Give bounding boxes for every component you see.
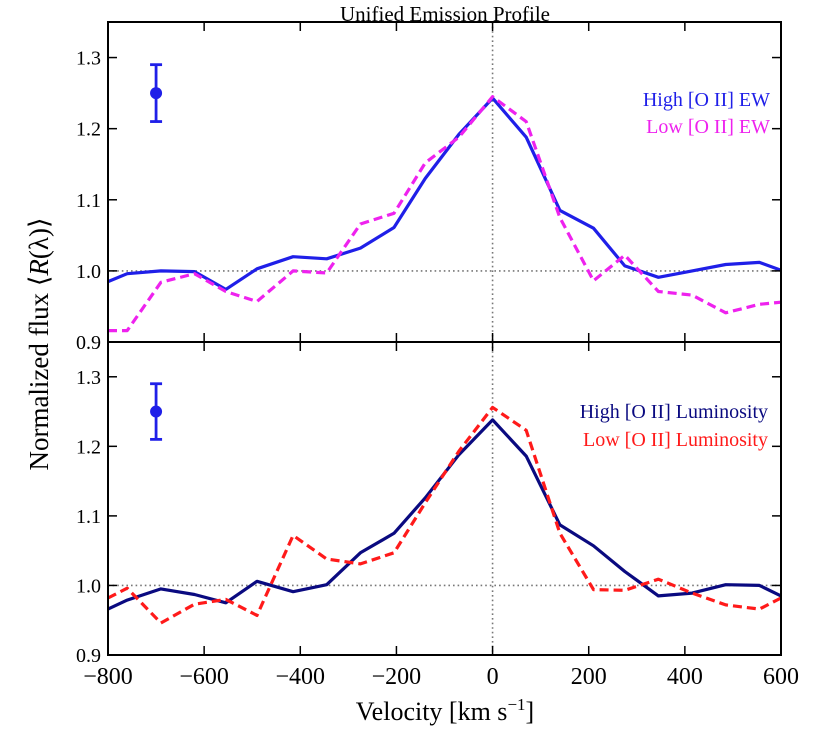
y-axis-label-rest: (λ)⟩ xyxy=(24,217,54,259)
x-axis-label: Velocity [km s−1] xyxy=(356,695,534,726)
legend-entry: High [O II] EW xyxy=(643,89,770,111)
error-bar-point xyxy=(150,405,163,418)
series-line-low-o-ii-luminosity xyxy=(107,405,782,625)
y-axis-label-symbol: R xyxy=(24,259,54,277)
x-tick-label: −800 xyxy=(83,664,133,690)
y-tick-label: 1.3 xyxy=(76,367,101,389)
y-tick-label: 0.9 xyxy=(76,645,101,667)
y-axis-label-text: Normalized flux ⟨ xyxy=(24,276,54,471)
error-bar-point xyxy=(150,87,163,100)
panel-top: 0.9 1.0 1.1 1.2 1.3 High [O II] EW Low [O II] … xyxy=(76,21,782,354)
panel-bottom: −800 −600 −400 −200 0 200 400 600 0.9 1.0 1.1 1.2 1.… xyxy=(76,341,799,690)
legend-entry: High [O II] Luminosity xyxy=(580,401,768,423)
y-axis-label: Normalized flux ⟨R(λ)⟩ xyxy=(24,217,54,470)
y-tick-label: 1.0 xyxy=(76,575,101,597)
legend-entry: Low [O II] EW xyxy=(646,116,770,138)
x-tick-label: −600 xyxy=(179,664,229,690)
y-tick-label: 1.2 xyxy=(76,436,101,458)
x-tick-label: 0 xyxy=(487,664,499,690)
x-tick-label: −400 xyxy=(276,664,326,690)
panel-frame xyxy=(107,341,782,656)
legend-entry: Low [O II] Luminosity xyxy=(583,429,768,451)
series-line-high-o-ii-ew xyxy=(107,96,782,291)
x-tick-label: 600 xyxy=(763,664,799,690)
y-tick-label: 1.2 xyxy=(76,119,101,141)
x-axis-label-main: Velocity [km s xyxy=(356,697,508,726)
x-tick-label: 200 xyxy=(571,664,607,690)
y-tick-label: 1.3 xyxy=(76,48,101,70)
y-tick-label: 1.1 xyxy=(76,190,101,212)
y-tick-label: 0.9 xyxy=(76,332,101,354)
series-line-low-o-ii-ew xyxy=(108,95,782,333)
x-axis-label-end: ] xyxy=(526,697,535,726)
x-axis-label-exponent: −1 xyxy=(507,695,525,714)
y-tick-label: 1.1 xyxy=(76,506,101,528)
panel-frame xyxy=(107,21,782,343)
x-tick-label: 400 xyxy=(667,664,703,690)
x-tick-label: −200 xyxy=(372,664,422,690)
y-tick-label: 1.0 xyxy=(76,261,101,283)
